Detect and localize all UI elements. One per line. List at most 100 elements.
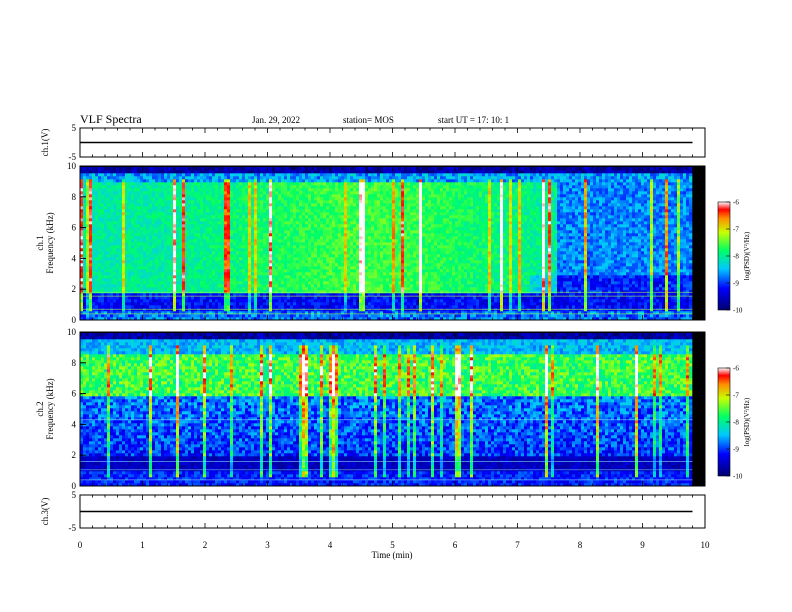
spectrogram-cell	[176, 290, 180, 294]
spectrogram-cell	[332, 242, 336, 246]
spectrogram-cell	[122, 254, 126, 258]
spectrogram-cell	[275, 230, 279, 234]
spectrogram-cell	[89, 251, 93, 255]
spectrogram-cell	[113, 293, 117, 297]
spectrogram-cell	[296, 170, 300, 174]
spectrogram-cell	[236, 218, 240, 222]
spectrogram-cell	[167, 218, 171, 222]
spectrogram-cell	[173, 263, 177, 267]
spectrogram-cell	[350, 311, 354, 315]
spectrogram-cell	[359, 206, 363, 210]
spectrogram-cell	[113, 296, 117, 300]
spectrogram-cell	[110, 287, 114, 291]
spectrogram-cell	[287, 179, 291, 183]
spectrogram-cell	[329, 284, 333, 288]
spectrogram-cell	[257, 239, 261, 243]
spectrogram-cell	[158, 263, 162, 267]
spectrogram-cell	[308, 248, 312, 252]
spectrogram-cell	[302, 191, 306, 195]
spectrogram-cell	[164, 287, 168, 291]
spectrogram-cell	[341, 167, 345, 171]
spectrogram-cell	[101, 290, 105, 294]
spectrogram-cell	[290, 185, 294, 189]
spectrogram-cell	[146, 230, 150, 234]
spectrogram-cell	[344, 296, 348, 300]
spectrogram-cell	[263, 209, 267, 213]
spectrogram-cell	[128, 173, 132, 177]
spectrogram-cell	[125, 185, 129, 189]
spectrogram-cell	[155, 254, 159, 258]
spectrogram-cell	[260, 215, 264, 219]
spectrogram-cell	[125, 248, 129, 252]
spectrogram-cell	[110, 293, 114, 297]
spectrogram-cell	[233, 176, 237, 180]
spectrogram-cell	[260, 302, 264, 306]
spectrogram-cell	[275, 317, 279, 320]
spectrogram-cell	[209, 209, 213, 213]
spectrogram-cell	[137, 266, 141, 270]
spectrogram-cell	[128, 215, 132, 219]
spectrogram-cell	[224, 272, 228, 276]
spectrogram-cell	[149, 284, 153, 288]
spectrogram-cell	[272, 293, 276, 297]
spectrogram-cell	[179, 287, 183, 291]
spectrogram-cell	[131, 245, 135, 249]
spectrogram-cell	[248, 242, 252, 246]
spectrogram-cell	[341, 311, 345, 315]
spectrogram-cell	[281, 278, 285, 282]
spectrogram-cell	[185, 173, 189, 177]
spectrogram-cell	[179, 263, 183, 267]
spectrogram-cell	[320, 212, 324, 216]
spectrogram-cell	[350, 257, 354, 261]
spectrogram-cell	[251, 170, 255, 174]
spectrogram-cell	[125, 188, 129, 192]
spectrogram-cell	[182, 239, 186, 243]
spectrogram-cell	[350, 215, 354, 219]
spectrogram-cell	[320, 266, 324, 270]
spectrogram-cell	[287, 218, 291, 222]
spectrogram-cell	[362, 167, 366, 171]
spectrogram-cell	[245, 200, 249, 204]
spectrogram-cell	[290, 299, 294, 303]
spectrogram-cell	[140, 188, 144, 192]
spectrogram-cell	[89, 296, 93, 300]
spectrogram-cell	[140, 167, 144, 171]
spectrogram-cell	[176, 203, 180, 207]
spectrogram-cell	[302, 278, 306, 282]
spectrogram-cell	[98, 254, 102, 258]
spectrogram-cell	[311, 230, 315, 234]
spectrogram-cell	[158, 248, 162, 252]
spectrogram-cell	[206, 227, 210, 231]
spectrogram-cell	[155, 167, 159, 171]
spectrogram-cell	[350, 206, 354, 210]
spectrogram-cell	[107, 170, 111, 174]
spectrogram-cell	[98, 176, 102, 180]
spectrogram-cell	[314, 290, 318, 294]
spectrogram-cell	[305, 203, 309, 207]
spectrogram-cell	[188, 257, 192, 261]
spectrogram-cell	[137, 212, 141, 216]
spectrogram-cell	[215, 188, 219, 192]
spectrogram-cell	[194, 173, 198, 177]
spectrogram-cell	[143, 263, 147, 267]
spectrogram-cell	[200, 203, 204, 207]
spectrogram-cell	[359, 197, 363, 201]
spectrogram-cell	[314, 182, 318, 186]
spectrogram-cell	[179, 317, 183, 320]
spectrogram-cell	[203, 233, 207, 237]
spectrogram-cell	[110, 191, 114, 195]
spectrogram-cell	[179, 251, 183, 255]
spectrogram-cell	[152, 254, 156, 258]
spectrogram-cell	[311, 284, 315, 288]
spectrogram-cell	[299, 308, 303, 312]
spectrogram-cell	[140, 266, 144, 270]
spectrogram-cell	[164, 218, 168, 222]
spectrogram-cell	[185, 221, 189, 225]
spectrogram-cell	[272, 221, 276, 225]
spectrogram-cell	[188, 293, 192, 297]
spectrogram-cell	[176, 176, 180, 180]
spectrogram-cell	[197, 263, 201, 267]
spectrogram-cell	[89, 254, 93, 258]
spectrogram-cell	[191, 263, 195, 267]
spectrogram-cell	[260, 167, 264, 171]
